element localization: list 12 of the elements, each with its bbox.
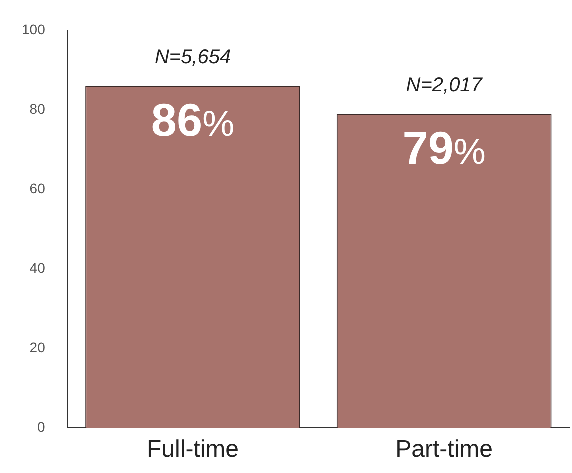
x-tick-label: Full-time [147,436,240,464]
y-tick-label: 80 [30,100,46,117]
y-tick-label: 40 [30,260,46,276]
data-label: 86% [151,94,235,146]
y-tick-label: 20 [30,340,46,356]
y-tick-label: 100 [22,21,46,38]
data-label: 79% [402,122,486,174]
y-tick-label: 0 [38,419,46,436]
x-tick-label: Part-time [396,436,494,464]
annotation: N=2,017 [406,74,484,96]
annotation: N=5,654 [154,46,232,69]
y-tick-label: 60 [30,180,46,196]
